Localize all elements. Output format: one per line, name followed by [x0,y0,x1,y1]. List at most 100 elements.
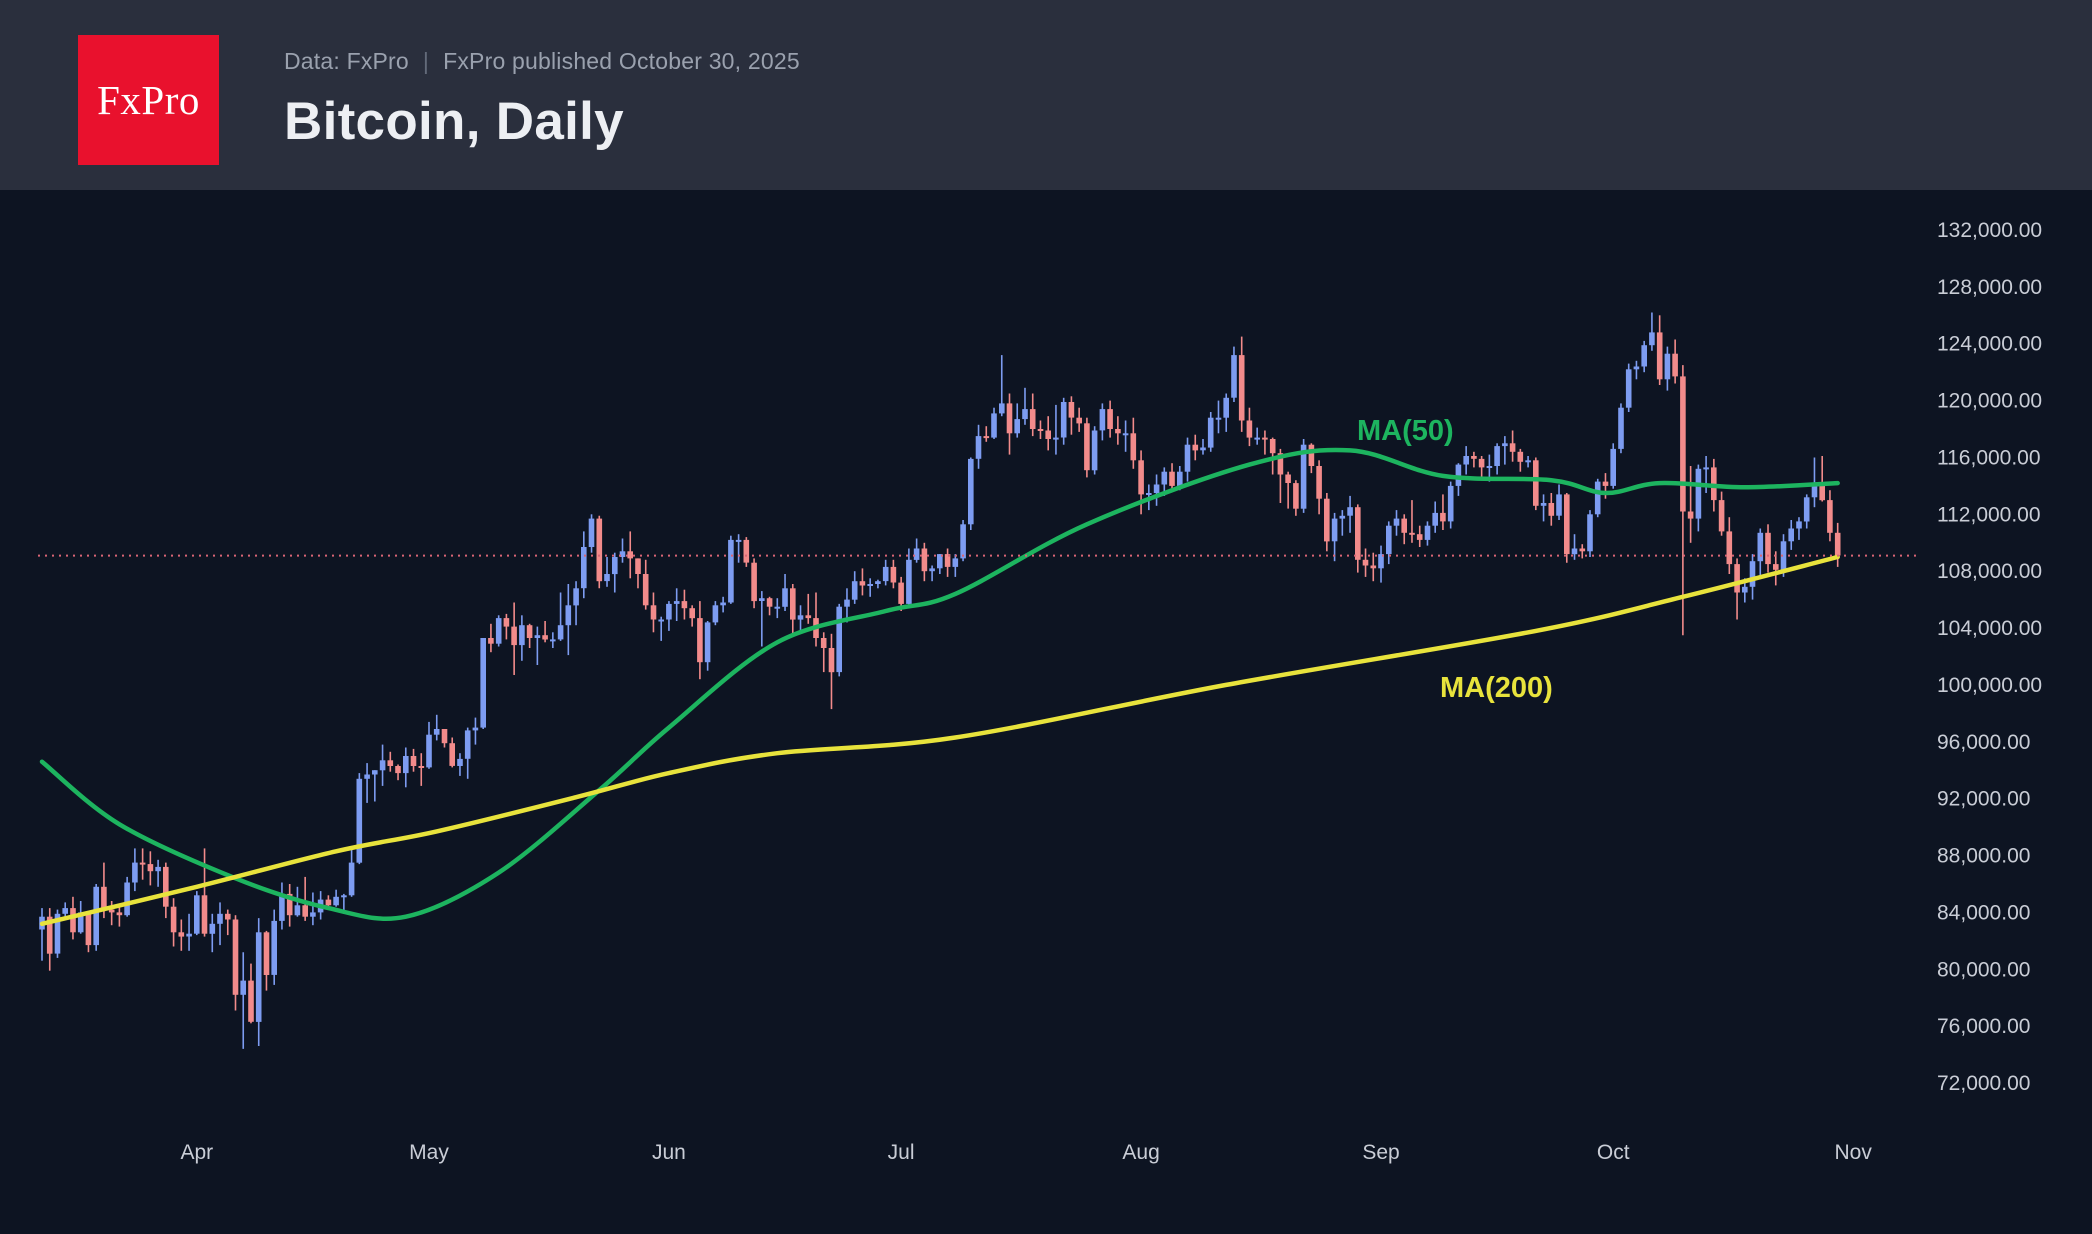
candle [310,892,316,926]
candle [209,913,216,953]
candle [1796,517,1802,540]
candle [302,876,308,921]
candle [1029,393,1036,437]
y-axis-tick: 132,000.00 [1937,219,2042,242]
candle [333,889,339,907]
candle [975,424,982,469]
candle [132,848,138,892]
candle [642,559,649,610]
candle [960,520,966,562]
candle [1045,416,1051,451]
candle [1339,510,1346,536]
candle [712,601,719,626]
candle [39,908,45,961]
candle [186,913,192,951]
candle [828,633,835,710]
candle [557,592,564,641]
ma200-label: MA(200) [1440,672,1553,704]
candle [550,632,556,648]
candle [403,747,409,788]
candle [1269,437,1276,475]
candle [1316,460,1322,515]
header: FxPro Data: FxPro | FxPro published Octobe… [0,0,2092,190]
candle [720,596,726,613]
candle [1827,490,1833,542]
candle [170,898,177,947]
candle [441,729,448,748]
candle [194,891,200,936]
candle [1192,434,1199,461]
candle [46,908,53,971]
candle [999,355,1005,417]
candle [255,918,262,1046]
candle [867,578,873,597]
candle [735,534,742,563]
candle [1440,494,1446,530]
candle [1478,456,1485,479]
candle [1757,528,1764,579]
overlay-labels: MA(50) MA(200) [1357,415,1553,704]
candle [650,592,657,633]
candle [1424,521,1431,546]
candle [1656,315,1663,385]
candle [1099,403,1106,441]
candle [1169,463,1175,492]
candle [1231,346,1237,402]
candle [225,909,231,936]
y-axis-tick: 96,000.00 [1937,731,2030,754]
moving-average-lines [39,447,1840,927]
y-axis-tick: 76,000.00 [1937,1015,2030,1038]
candle [77,901,84,934]
candle [248,963,254,1024]
candle [286,884,293,927]
candle [1571,534,1578,560]
candle [1122,420,1129,452]
candle [464,727,471,779]
candle [1672,339,1678,384]
candle [681,589,688,620]
y-axis-labels[interactable]: 132,000.00 128,000.00 124,000.00 120,000.00… [1937,219,2042,1095]
fxpro-logo: FxPro [78,35,219,165]
candle [348,848,355,897]
y-axis-tick: 72,000.00 [1937,1072,2030,1095]
candle [1564,493,1570,563]
candle [201,848,208,937]
candle [85,911,92,953]
candle [1409,500,1415,543]
x-axis-labels[interactable]: Apr May Jun Jul Aug Sep Oct Nov [180,1141,1872,1164]
candle [1370,552,1377,582]
candle [983,426,990,442]
candle [581,531,587,599]
candle [1610,443,1616,489]
candle [116,905,123,927]
candle [1548,493,1555,526]
candle [1803,494,1810,529]
candle [766,596,773,616]
y-axis-tick: 124,000.00 [1937,333,2042,356]
data-source-label: Data: FxPro [284,48,409,74]
candle [163,862,169,919]
y-axis-tick: 128,000.00 [1937,276,2042,299]
candle [1540,494,1547,522]
candle [704,621,711,671]
candle [1718,491,1725,536]
x-axis-month-may: May [409,1141,449,1164]
candle [1184,437,1191,482]
y-axis-tick: 120,000.00 [1937,390,2042,413]
candle [743,537,750,567]
candle [1726,517,1733,574]
candle [1130,417,1137,469]
candle [1262,430,1268,455]
candle [1060,397,1067,445]
candle [155,859,161,887]
candle [1680,365,1686,636]
candle [433,714,440,741]
candle [480,638,486,729]
candle [534,626,541,665]
candle [1633,360,1640,380]
candle [1447,481,1454,529]
candle [124,876,130,917]
candle [418,753,425,786]
candle [426,721,432,769]
